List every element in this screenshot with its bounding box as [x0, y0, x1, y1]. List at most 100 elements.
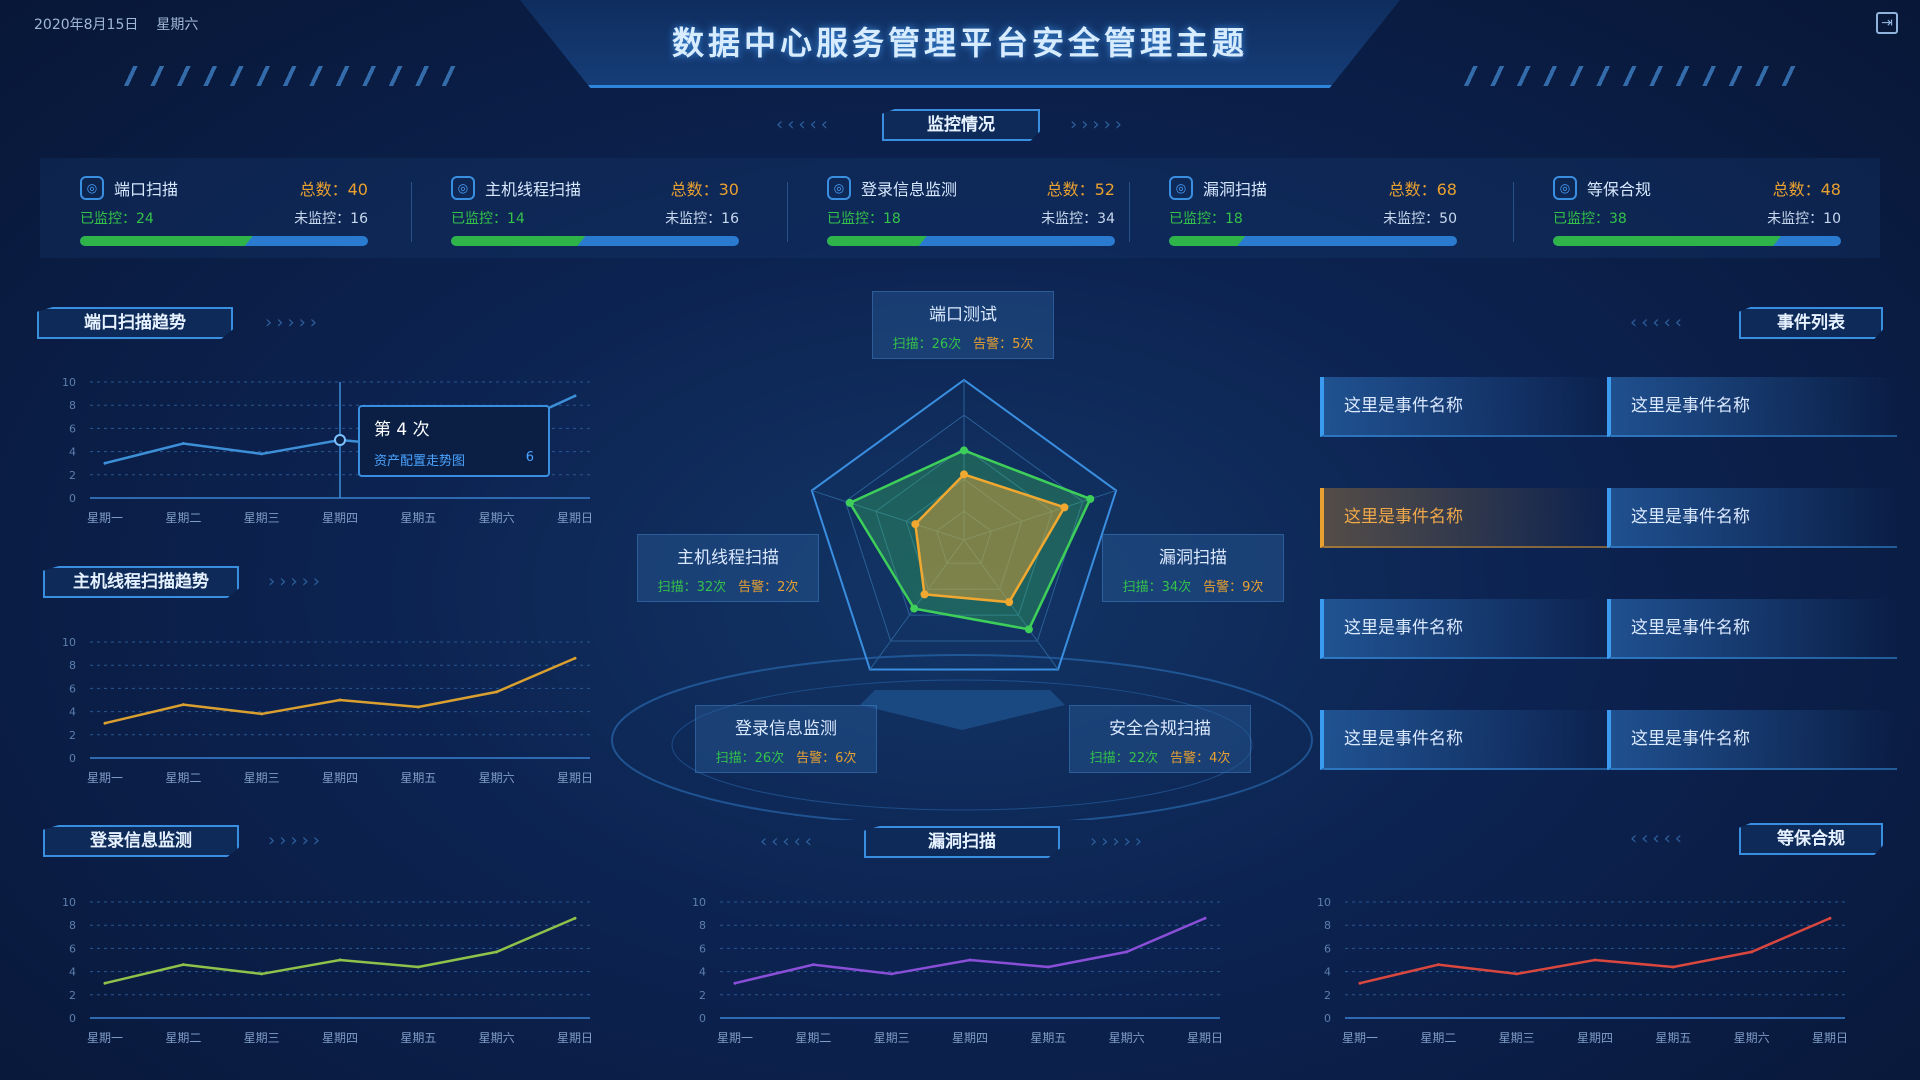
- x-tick-label: 星期二: [1420, 1031, 1456, 1045]
- radar-point[interactable]: [1005, 598, 1014, 607]
- x-tick-label: 星期三: [874, 1031, 910, 1045]
- stat-unmonitored: 未监控：10: [1767, 211, 1841, 227]
- data-point[interactable]: [1203, 916, 1207, 920]
- stat-monitored: 已监控：38: [1553, 211, 1627, 227]
- x-tick-label: 星期六: [479, 1031, 515, 1045]
- logout-icon[interactable]: ⇥: [1876, 12, 1898, 34]
- radar-point[interactable]: [845, 498, 854, 507]
- data-point[interactable]: [1358, 981, 1362, 985]
- stat-card[interactable]: ◎ 漏洞扫描 总数：68 已监控：18 未监控：50: [1169, 176, 1457, 246]
- data-point[interactable]: [811, 963, 815, 967]
- y-tick-label: 0: [1324, 1012, 1331, 1025]
- stat-monitored: 已监控：18: [1169, 211, 1243, 227]
- event-item[interactable]: 这里是事件名称: [1320, 599, 1610, 659]
- data-point[interactable]: [573, 394, 577, 398]
- data-point[interactable]: [416, 705, 420, 709]
- y-tick-label: 8: [69, 399, 76, 412]
- radar-point[interactable]: [1086, 494, 1095, 503]
- event-item[interactable]: 这里是事件名称: [1607, 377, 1897, 437]
- x-tick-label: 星期一: [87, 511, 123, 525]
- data-point[interactable]: [181, 703, 185, 707]
- stat-label: 登录信息监测: [861, 180, 958, 199]
- radar-point[interactable]: [960, 470, 968, 479]
- data-point[interactable]: [573, 916, 577, 920]
- login-chart: 0 2 4 6 8 10 星期一 星期二 星期三 星期四 星期五 星期六 星期日: [62, 896, 593, 1045]
- data-point[interactable]: [338, 698, 342, 702]
- y-tick-label: 4: [69, 966, 76, 979]
- data-point[interactable]: [260, 712, 264, 716]
- data-point[interactable]: [890, 972, 894, 976]
- stat-label: 端口扫描: [114, 180, 179, 199]
- radar-base-decor: [611, 654, 1313, 820]
- event-item[interactable]: 这里是事件名称: [1607, 599, 1897, 659]
- event-item[interactable]: 这里是事件名称: [1607, 710, 1897, 770]
- date-display: 2020年8月15日 星期六: [34, 14, 216, 34]
- decor-stripes-right: [1460, 66, 1800, 86]
- tab-monitor-status[interactable]: 监控情况: [882, 109, 1040, 141]
- data-point[interactable]: [1046, 965, 1050, 969]
- data-point[interactable]: [1671, 965, 1675, 969]
- y-tick-label: 0: [69, 752, 76, 765]
- radar-point[interactable]: [1060, 503, 1069, 512]
- event-item[interactable]: 这里是事件名称: [1320, 377, 1610, 437]
- data-point[interactable]: [1125, 950, 1129, 954]
- data-point[interactable]: [103, 461, 107, 465]
- stat-monitored: 已监控：18: [827, 211, 901, 227]
- radar-grid-ring: [905, 478, 1023, 590]
- radar-point[interactable]: [910, 604, 919, 613]
- stat-card[interactable]: ◎ 等保合规 总数：48 已监控：38 未监控：10: [1553, 176, 1841, 246]
- data-point[interactable]: [733, 981, 737, 985]
- data-point[interactable]: [103, 721, 107, 725]
- radar-label-name: 安全合规扫描: [1109, 719, 1211, 739]
- data-point[interactable]: [181, 441, 185, 445]
- date: 2020年8月15日: [34, 17, 139, 33]
- radar-label-alert: 告警：2次: [738, 580, 799, 595]
- stat-monitored: 已监控：14: [451, 211, 525, 227]
- y-tick-label: 10: [62, 376, 76, 389]
- x-tick-label: 星期日: [1812, 1031, 1848, 1045]
- data-point[interactable]: [181, 963, 185, 967]
- stat-monitored: 已监控：24: [80, 211, 154, 227]
- y-tick-label: 4: [1324, 966, 1331, 979]
- data-point[interactable]: [573, 656, 577, 660]
- chevrons-right: ›››››: [1070, 114, 1126, 135]
- divider: [411, 182, 412, 242]
- section-host-trend: 主机线程扫描趋势: [43, 566, 239, 598]
- x-tick-label: 星期二: [795, 1031, 831, 1045]
- data-point[interactable]: [495, 950, 499, 954]
- radar-point[interactable]: [960, 446, 968, 455]
- data-point[interactable]: [1515, 972, 1519, 976]
- y-tick-label: 4: [69, 706, 76, 719]
- data-point[interactable]: [495, 690, 499, 694]
- stat-card[interactable]: ◎ 主机线程扫描 总数：30 已监控：14 未监控：16: [451, 176, 739, 246]
- active-point-marker[interactable]: [334, 434, 346, 446]
- data-point[interactable]: [1828, 916, 1832, 920]
- radar-axis: [811, 490, 965, 541]
- radar-point[interactable]: [920, 590, 929, 599]
- stat-card[interactable]: ◎ 端口扫描 总数：40 已监控：24 未监控：16: [80, 176, 368, 246]
- data-point[interactable]: [968, 958, 972, 962]
- data-point[interactable]: [338, 958, 342, 962]
- radar-label-alert: 告警：5次: [973, 337, 1034, 352]
- data-point[interactable]: [1436, 963, 1440, 967]
- y-tick-label: 2: [1324, 989, 1331, 1002]
- y-tick-label: 8: [699, 919, 706, 932]
- event-item[interactable]: 这里是事件名称: [1607, 488, 1897, 548]
- y-tick-label: 4: [699, 966, 706, 979]
- x-tick-label: 星期三: [1499, 1031, 1535, 1045]
- data-point[interactable]: [1593, 958, 1597, 962]
- radar-point[interactable]: [1024, 625, 1033, 634]
- x-tick-label: 星期六: [479, 511, 515, 525]
- radar-grid-ring: [844, 414, 1084, 642]
- event-item[interactable]: 这里是事件名称: [1320, 710, 1610, 770]
- data-point[interactable]: [260, 452, 264, 456]
- stat-card[interactable]: ◎ 登录信息监测 总数：52 已监控：18 未监控：34: [827, 176, 1115, 246]
- data-point[interactable]: [416, 965, 420, 969]
- section-compliance: 等保合规: [1739, 823, 1883, 855]
- radar-point[interactable]: [911, 520, 920, 529]
- data-point[interactable]: [260, 972, 264, 976]
- data-point[interactable]: [103, 981, 107, 985]
- stat-name: ◎ 登录信息监测: [827, 176, 957, 200]
- data-point[interactable]: [1750, 950, 1754, 954]
- event-item[interactable]: 这里是事件名称: [1320, 488, 1610, 548]
